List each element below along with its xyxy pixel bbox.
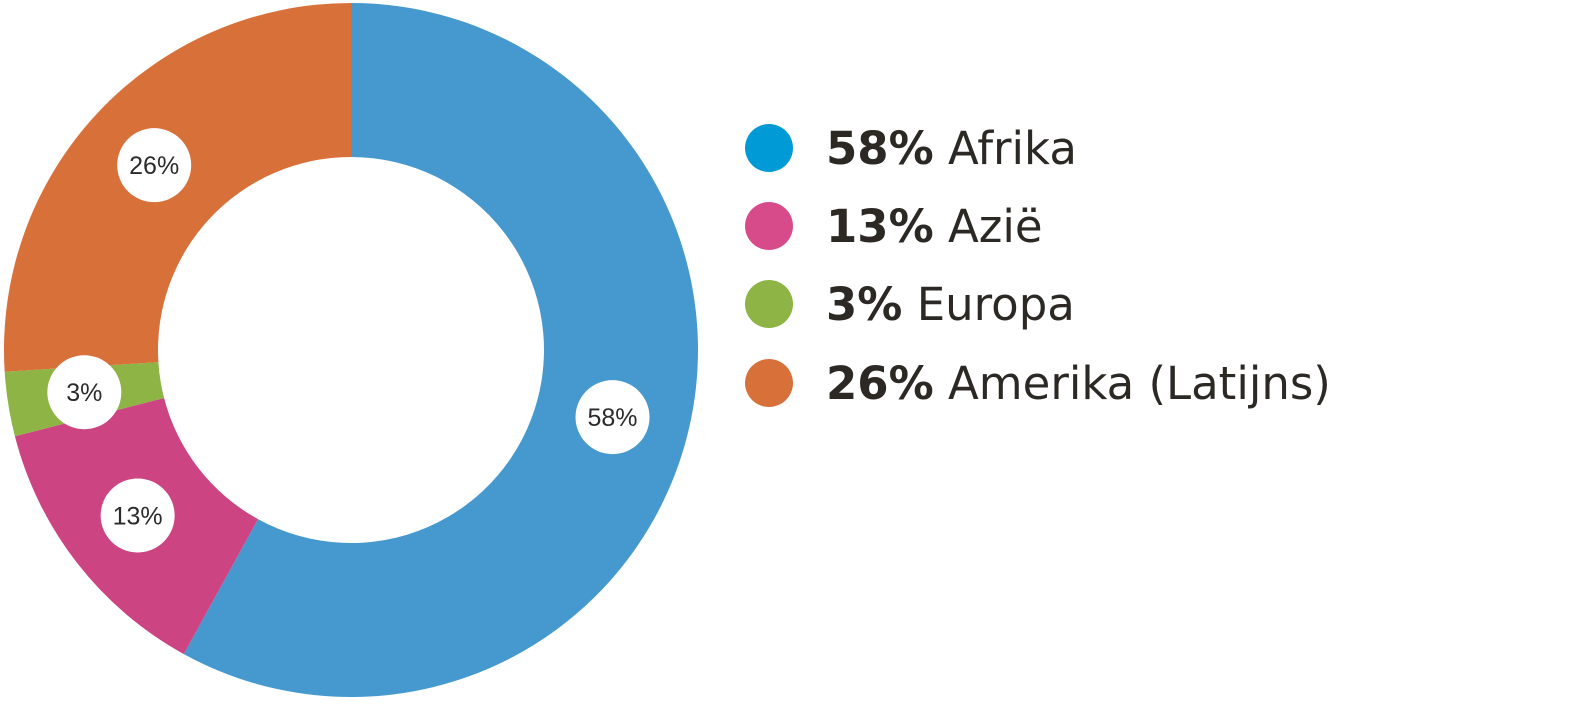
legend-swatch [745,124,793,172]
legend-item-europa: 3% Europa [745,278,1075,331]
data-label-text: 26% [129,152,179,180]
data-label-bubble [100,478,175,553]
data-label-azie: 13% [100,478,175,553]
data-label-afrika: 58% [575,380,650,455]
legend-name: Europa [902,278,1074,331]
chart-slices [3,3,698,697]
data-label-bubble [47,355,122,430]
legend-name: Afrika [934,122,1077,175]
data-label-amerika-latijns: 26% [117,128,192,203]
data-label-europa: 3% [47,355,122,430]
legend-swatch [745,359,793,407]
legend-name: Azië [934,200,1043,253]
legend-item-azie: 13% Azië [745,200,1043,253]
legend-label: 13% Azië [826,200,1043,253]
legend-label: 3% Europa [826,278,1075,331]
legend-label: 58% Afrika [826,122,1077,175]
data-label-text: 58% [587,404,637,432]
legend-swatch [745,280,793,328]
legend-value: 3% [826,278,902,331]
data-label-text: 3% [66,379,102,407]
slice-afrika [183,3,698,697]
legend-value: 58% [826,122,934,175]
legend-item-afrika: 58% Afrika [745,122,1077,175]
legend-value: 13% [826,200,934,253]
legend-value: 26% [826,357,934,410]
legend-label: 26% Amerika (Latijns) [826,357,1331,410]
data-label-text: 13% [113,502,163,530]
legend-name: Amerika (Latijns) [934,357,1331,410]
chart-data-labels: 58% 13% 3% 26% [47,128,650,553]
legend-item-amerika-latijns: 26% Amerika (Latijns) [745,357,1331,410]
data-label-bubble [117,128,192,203]
data-label-bubble [575,380,650,455]
legend-swatch [745,202,793,250]
